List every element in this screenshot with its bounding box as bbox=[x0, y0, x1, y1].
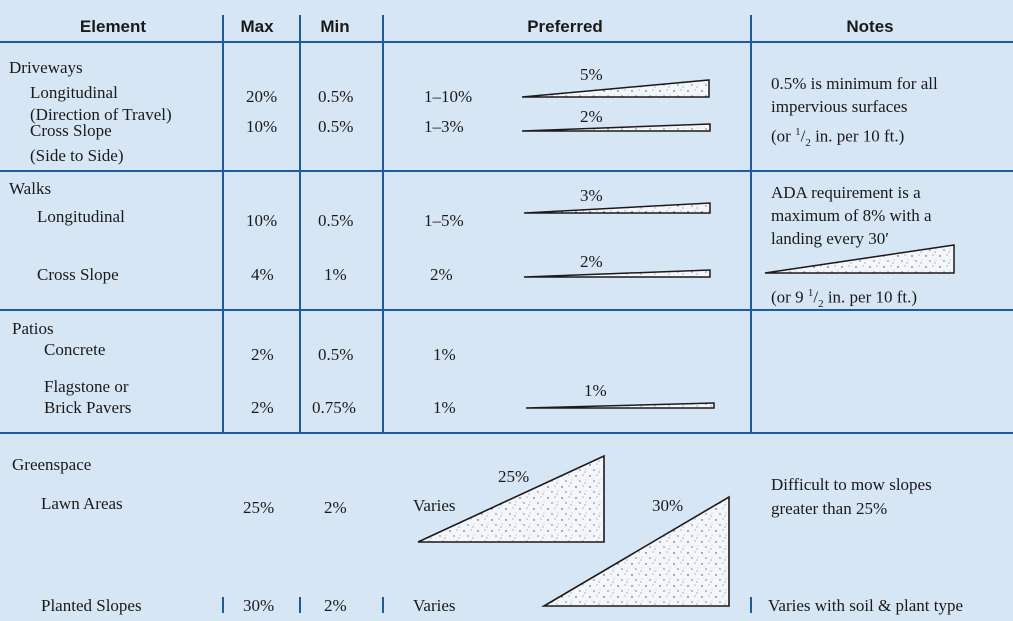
walks-note: ADA requirement is a bbox=[771, 183, 921, 202]
slope-wedge-driveway-longitudinal bbox=[521, 79, 710, 98]
greenspace-planted-min: 2% bbox=[324, 596, 347, 615]
column-divider bbox=[299, 597, 301, 613]
patios-concrete-label: Concrete bbox=[44, 340, 106, 359]
column-divider bbox=[299, 172, 301, 309]
driveways-longitudinal-preferred: 1–10% bbox=[424, 87, 473, 106]
greenspace-planted-max: 30% bbox=[243, 596, 275, 615]
column-divider bbox=[299, 15, 301, 41]
column-divider bbox=[382, 311, 384, 432]
greenspace-lawn-min: 2% bbox=[324, 498, 347, 517]
driveways-cross-max: 10% bbox=[246, 117, 278, 136]
column-divider bbox=[299, 311, 301, 432]
walks-cross-min: 1% bbox=[324, 265, 347, 284]
header-element: Element bbox=[79, 17, 147, 36]
column-divider bbox=[382, 597, 384, 613]
column-divider bbox=[382, 172, 384, 309]
greenspace-planted-slope-label: 30% bbox=[652, 496, 684, 515]
patios-concrete-min: 0.5% bbox=[318, 345, 354, 364]
column-divider bbox=[222, 597, 224, 613]
column-divider bbox=[222, 172, 224, 309]
driveways-cross-label: Cross Slope bbox=[30, 121, 112, 140]
walks-note: landing every 30′ bbox=[771, 229, 889, 248]
patios-brick-label: Brick Pavers bbox=[44, 398, 132, 417]
slope-wedge-patio-flagstone bbox=[525, 402, 715, 409]
slope-wedge-planted bbox=[541, 495, 730, 607]
driveways-cross-preferred: 1–3% bbox=[424, 117, 464, 136]
driveways-longitudinal-min: 0.5% bbox=[318, 87, 354, 106]
walks-longitudinal-label: Longitudinal bbox=[37, 207, 125, 226]
column-divider bbox=[382, 15, 384, 41]
driveways-note: impervious surfaces bbox=[771, 97, 908, 116]
patios-flagstone-min: 0.75% bbox=[312, 398, 356, 417]
greenspace-lawn-note: Difficult to mow slopes bbox=[771, 475, 932, 494]
header-notes: Notes bbox=[846, 17, 894, 36]
greenspace-title: Greenspace bbox=[12, 455, 92, 474]
greenspace-lawn-note: greater than 25% bbox=[771, 499, 888, 518]
column-divider bbox=[299, 43, 301, 170]
greenspace-lawn-max: 25% bbox=[243, 498, 275, 517]
row-divider bbox=[0, 432, 1013, 434]
header-preferred: Preferred bbox=[527, 17, 603, 36]
column-divider bbox=[750, 172, 752, 309]
column-divider bbox=[750, 15, 752, 41]
column-divider bbox=[222, 311, 224, 432]
walks-title: Walks bbox=[9, 179, 52, 198]
column-divider bbox=[382, 43, 384, 170]
walks-cross-slope-label: 2% bbox=[580, 252, 603, 271]
greenspace-planted-label: Planted Slopes bbox=[41, 596, 142, 615]
walks-note: maximum of 8% with a bbox=[771, 206, 932, 225]
patios-flagstone-slope-label: 1% bbox=[584, 381, 607, 400]
greenspace-lawn-label: Lawn Areas bbox=[41, 494, 123, 513]
greenspace-lawn-slope-label: 25% bbox=[498, 467, 530, 486]
driveways-longitudinal-label: Longitudinal bbox=[30, 83, 118, 102]
driveways-note: (or 1/2 in. per 10 ft.) bbox=[771, 126, 905, 150]
slope-wedge-walks-cross bbox=[523, 269, 711, 278]
driveways-longitudinal-max: 20% bbox=[246, 87, 278, 106]
patios-concrete-preferred: 1% bbox=[433, 345, 456, 364]
header-max: Max bbox=[240, 17, 274, 36]
patios-flagstone-label: Flagstone or bbox=[44, 377, 129, 396]
column-divider bbox=[222, 43, 224, 170]
driveways-cross-slope-label: 2% bbox=[580, 107, 603, 126]
patios-flagstone-max: 2% bbox=[251, 398, 274, 417]
row-divider bbox=[0, 41, 1013, 43]
driveways-cross-min: 0.5% bbox=[318, 117, 354, 136]
greenspace-lawn-preferred: Varies bbox=[413, 496, 456, 515]
greenspace-planted-preferred: Varies bbox=[413, 596, 456, 615]
slope-wedge-driveway-cross bbox=[521, 123, 711, 132]
driveways-longitudinal-slope-label: 5% bbox=[580, 65, 603, 84]
slope-wedge-walks-longitudinal bbox=[523, 202, 711, 214]
walks-longitudinal-min: 0.5% bbox=[318, 211, 354, 230]
greenspace-planted-note: Varies with soil & plant type bbox=[768, 596, 964, 615]
walks-longitudinal-preferred: 1–5% bbox=[424, 211, 464, 230]
column-divider bbox=[222, 15, 224, 41]
slope-wedge-ada bbox=[764, 244, 955, 274]
column-divider bbox=[750, 43, 752, 170]
driveways-side-label: (Side to Side) bbox=[30, 146, 124, 165]
patios-concrete-max: 2% bbox=[251, 345, 274, 364]
walks-cross-max: 4% bbox=[251, 265, 274, 284]
header-min: Min bbox=[320, 17, 350, 36]
row-divider bbox=[0, 170, 1013, 172]
column-divider bbox=[750, 311, 752, 432]
driveways-title: Driveways bbox=[9, 58, 83, 77]
walks-cross-preferred: 2% bbox=[430, 265, 453, 284]
walks-note: (or 9 1/2 in. per 10 ft.) bbox=[771, 287, 918, 311]
driveways-note: 0.5% is minimum for all bbox=[771, 74, 938, 93]
walks-longitudinal-max: 10% bbox=[246, 211, 278, 230]
walks-longitudinal-slope-label: 3% bbox=[580, 186, 603, 205]
walks-cross-label: Cross Slope bbox=[37, 265, 119, 284]
row-divider bbox=[0, 309, 1013, 311]
column-divider bbox=[750, 597, 752, 613]
patios-title: Patios bbox=[12, 319, 54, 338]
patios-flagstone-preferred: 1% bbox=[433, 398, 456, 417]
driveways-direction-label: (Direction of Travel) bbox=[30, 105, 172, 124]
